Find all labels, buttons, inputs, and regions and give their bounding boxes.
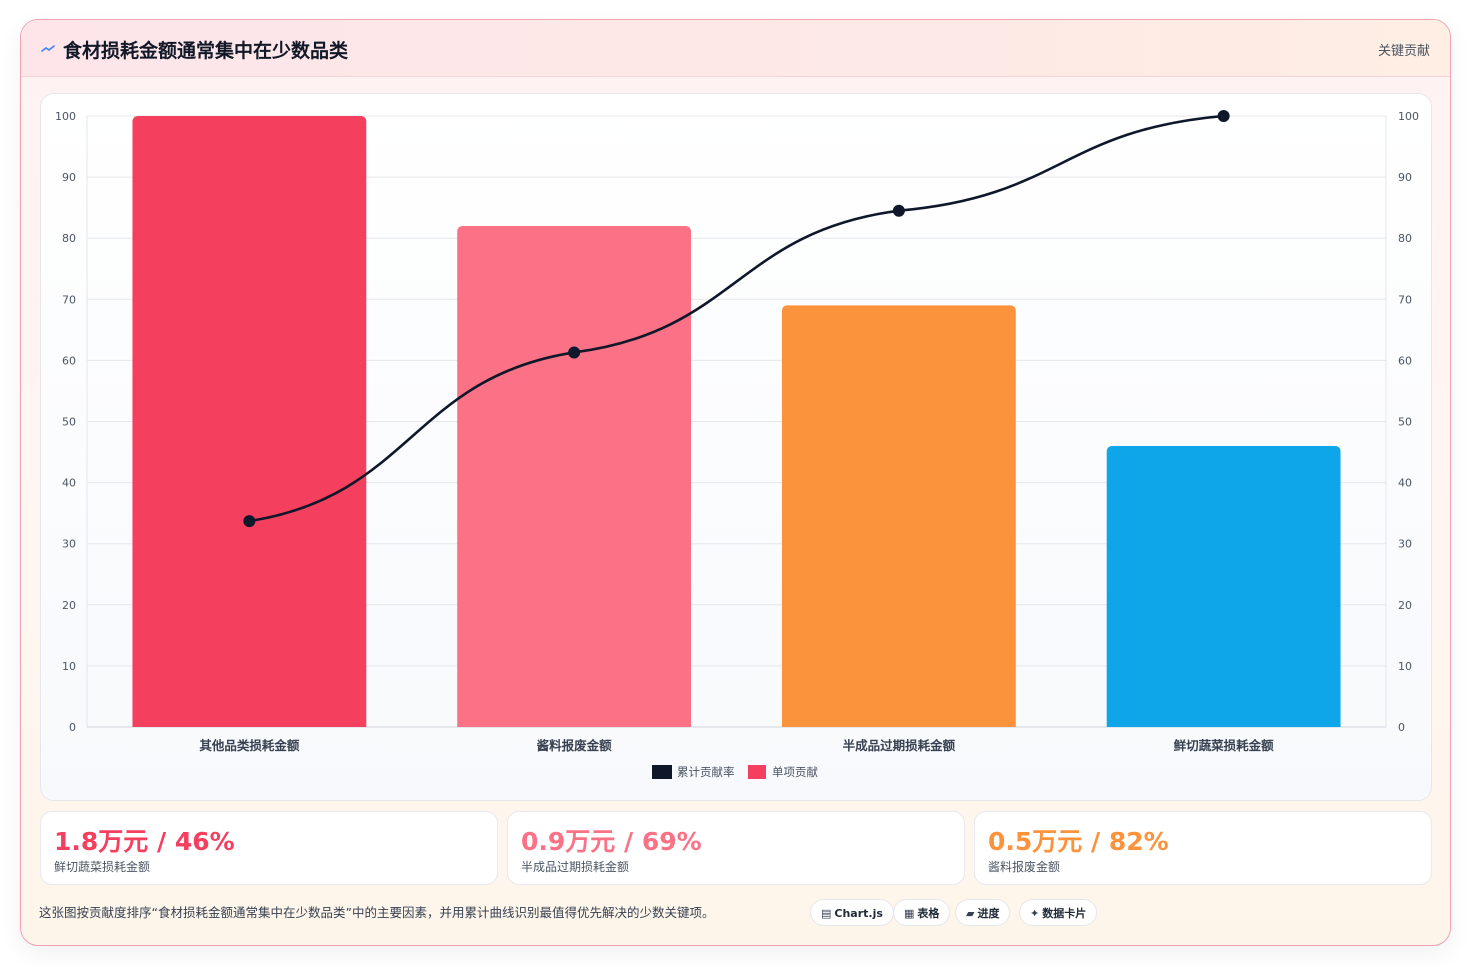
y-tick-label-right: 30 [1398, 538, 1412, 551]
bar-3 [781, 305, 1016, 727]
y-tick-label-left: 0 [69, 721, 76, 734]
progress-icon: ▰ [966, 907, 975, 920]
y-tick-label-left: 70 [62, 293, 76, 306]
y-tick-label-left: 100 [55, 110, 76, 123]
y-tick-label-left: 80 [62, 232, 76, 245]
chart-title: 食材损耗金额通常集中在少数品类 [63, 40, 349, 62]
cumulative-point-3 [892, 204, 905, 217]
chip-data-cards[interactable]: ✦ 数据卡片 [1019, 899, 1098, 926]
cumulative-line [249, 114, 1224, 523]
x-tick-label: 其他品类损耗金额 [199, 738, 300, 753]
cumulative-point-2 [568, 346, 581, 359]
y-tick-label-left: 40 [62, 477, 76, 490]
chip-label: 进度 [977, 907, 1000, 920]
bar-2 [457, 225, 692, 728]
trend-icon [41, 45, 55, 52]
y-tick-label-right: 70 [1398, 293, 1412, 306]
legend-label-single: 单项贡献 [772, 765, 818, 779]
header-tag: 关键贡献 [1377, 44, 1430, 59]
chart-icon: ▤ [821, 907, 832, 920]
y-tick-label-left: 20 [62, 599, 76, 612]
y-tick-label-right: 50 [1398, 416, 1412, 429]
stat-value: 0.9万元 / 69% [521, 827, 702, 856]
stat-value: 1.8万元 / 46% [54, 827, 235, 856]
x-tick-label: 半成品过期损耗金额 [843, 738, 956, 753]
legend-swatch-single [748, 765, 766, 779]
chip-progress[interactable]: ▰ 进度 [955, 899, 1011, 926]
bar-1 [132, 116, 367, 727]
stat-label: 酱料报废金额 [988, 860, 1061, 874]
stat-card-3: 0.5万元 / 82% 酱料报废金额 [974, 811, 1432, 885]
pareto-chart: 0 0 10 10 20 20 30 30 40 40 50 50 60 60 70 70 80 80 90 90 10… [55, 110, 1419, 779]
y-tick-label-right: 0 [1398, 721, 1405, 734]
stat-label: 鲜切蔬菜损耗金额 [54, 860, 151, 874]
stat-label: 半成品过期损耗金额 [521, 860, 630, 874]
chip-label: Chart.js [834, 907, 883, 920]
y-tick-label-left: 60 [62, 354, 76, 367]
y-tick-label-left: 10 [62, 660, 76, 673]
x-tick-label: 鲜切蔬菜损耗金额 [1174, 738, 1275, 753]
chart-description: 这张图按贡献度排序“食材损耗金额通常集中在少数品类”中的主要因素，并用累计曲线识… [39, 905, 715, 920]
cumulative-point-1 [243, 515, 256, 528]
y-tick-label-right: 10 [1398, 660, 1412, 673]
y-tick-label-right: 60 [1398, 354, 1412, 367]
y-tick-label-right: 20 [1398, 599, 1412, 612]
legend-label-cumulative: 累计贡献率 [677, 765, 735, 779]
chart-card: 食材损耗金额通常集中在少数品类 关键贡献 0 0 10 10 20 20 30 30 40 40 5… [20, 19, 1451, 946]
chip-label: 表格 [917, 907, 940, 920]
stat-card-2: 0.9万元 / 69% 半成品过期损耗金额 [507, 811, 965, 885]
chip-label: 数据卡片 [1042, 907, 1087, 920]
chip-table[interactable]: ▦ 表格 [893, 899, 951, 926]
y-tick-label-right: 80 [1398, 232, 1412, 245]
y-tick-label-left: 90 [62, 171, 76, 184]
cumulative-point-4 [1217, 110, 1230, 122]
y-tick-label-right: 100 [1398, 110, 1419, 123]
card-icon: ✦ [1030, 907, 1040, 920]
stat-card-1: 1.8万元 / 46% 鲜切蔬菜损耗金额 [40, 811, 498, 885]
bar-4 [1106, 445, 1341, 727]
legend-swatch-cumulative [652, 765, 672, 779]
y-tick-label-left: 50 [62, 416, 76, 429]
y-tick-label-left: 30 [62, 538, 76, 551]
chip-chartjs[interactable]: ▤ Chart.js [810, 899, 894, 926]
stat-value: 0.5万元 / 82% [988, 827, 1169, 856]
card-header: 食材损耗金额通常集中在少数品类 关键贡献 [21, 20, 1450, 77]
chart-panel: 0 0 10 10 20 20 30 30 40 40 50 50 60 60 70 70 80 80 90 90 10… [40, 93, 1432, 801]
y-tick-label-right: 90 [1398, 171, 1412, 184]
x-tick-label: 酱料报废金额 [537, 738, 613, 753]
table-icon: ▦ [904, 907, 915, 920]
y-tick-label-right: 40 [1398, 477, 1412, 490]
